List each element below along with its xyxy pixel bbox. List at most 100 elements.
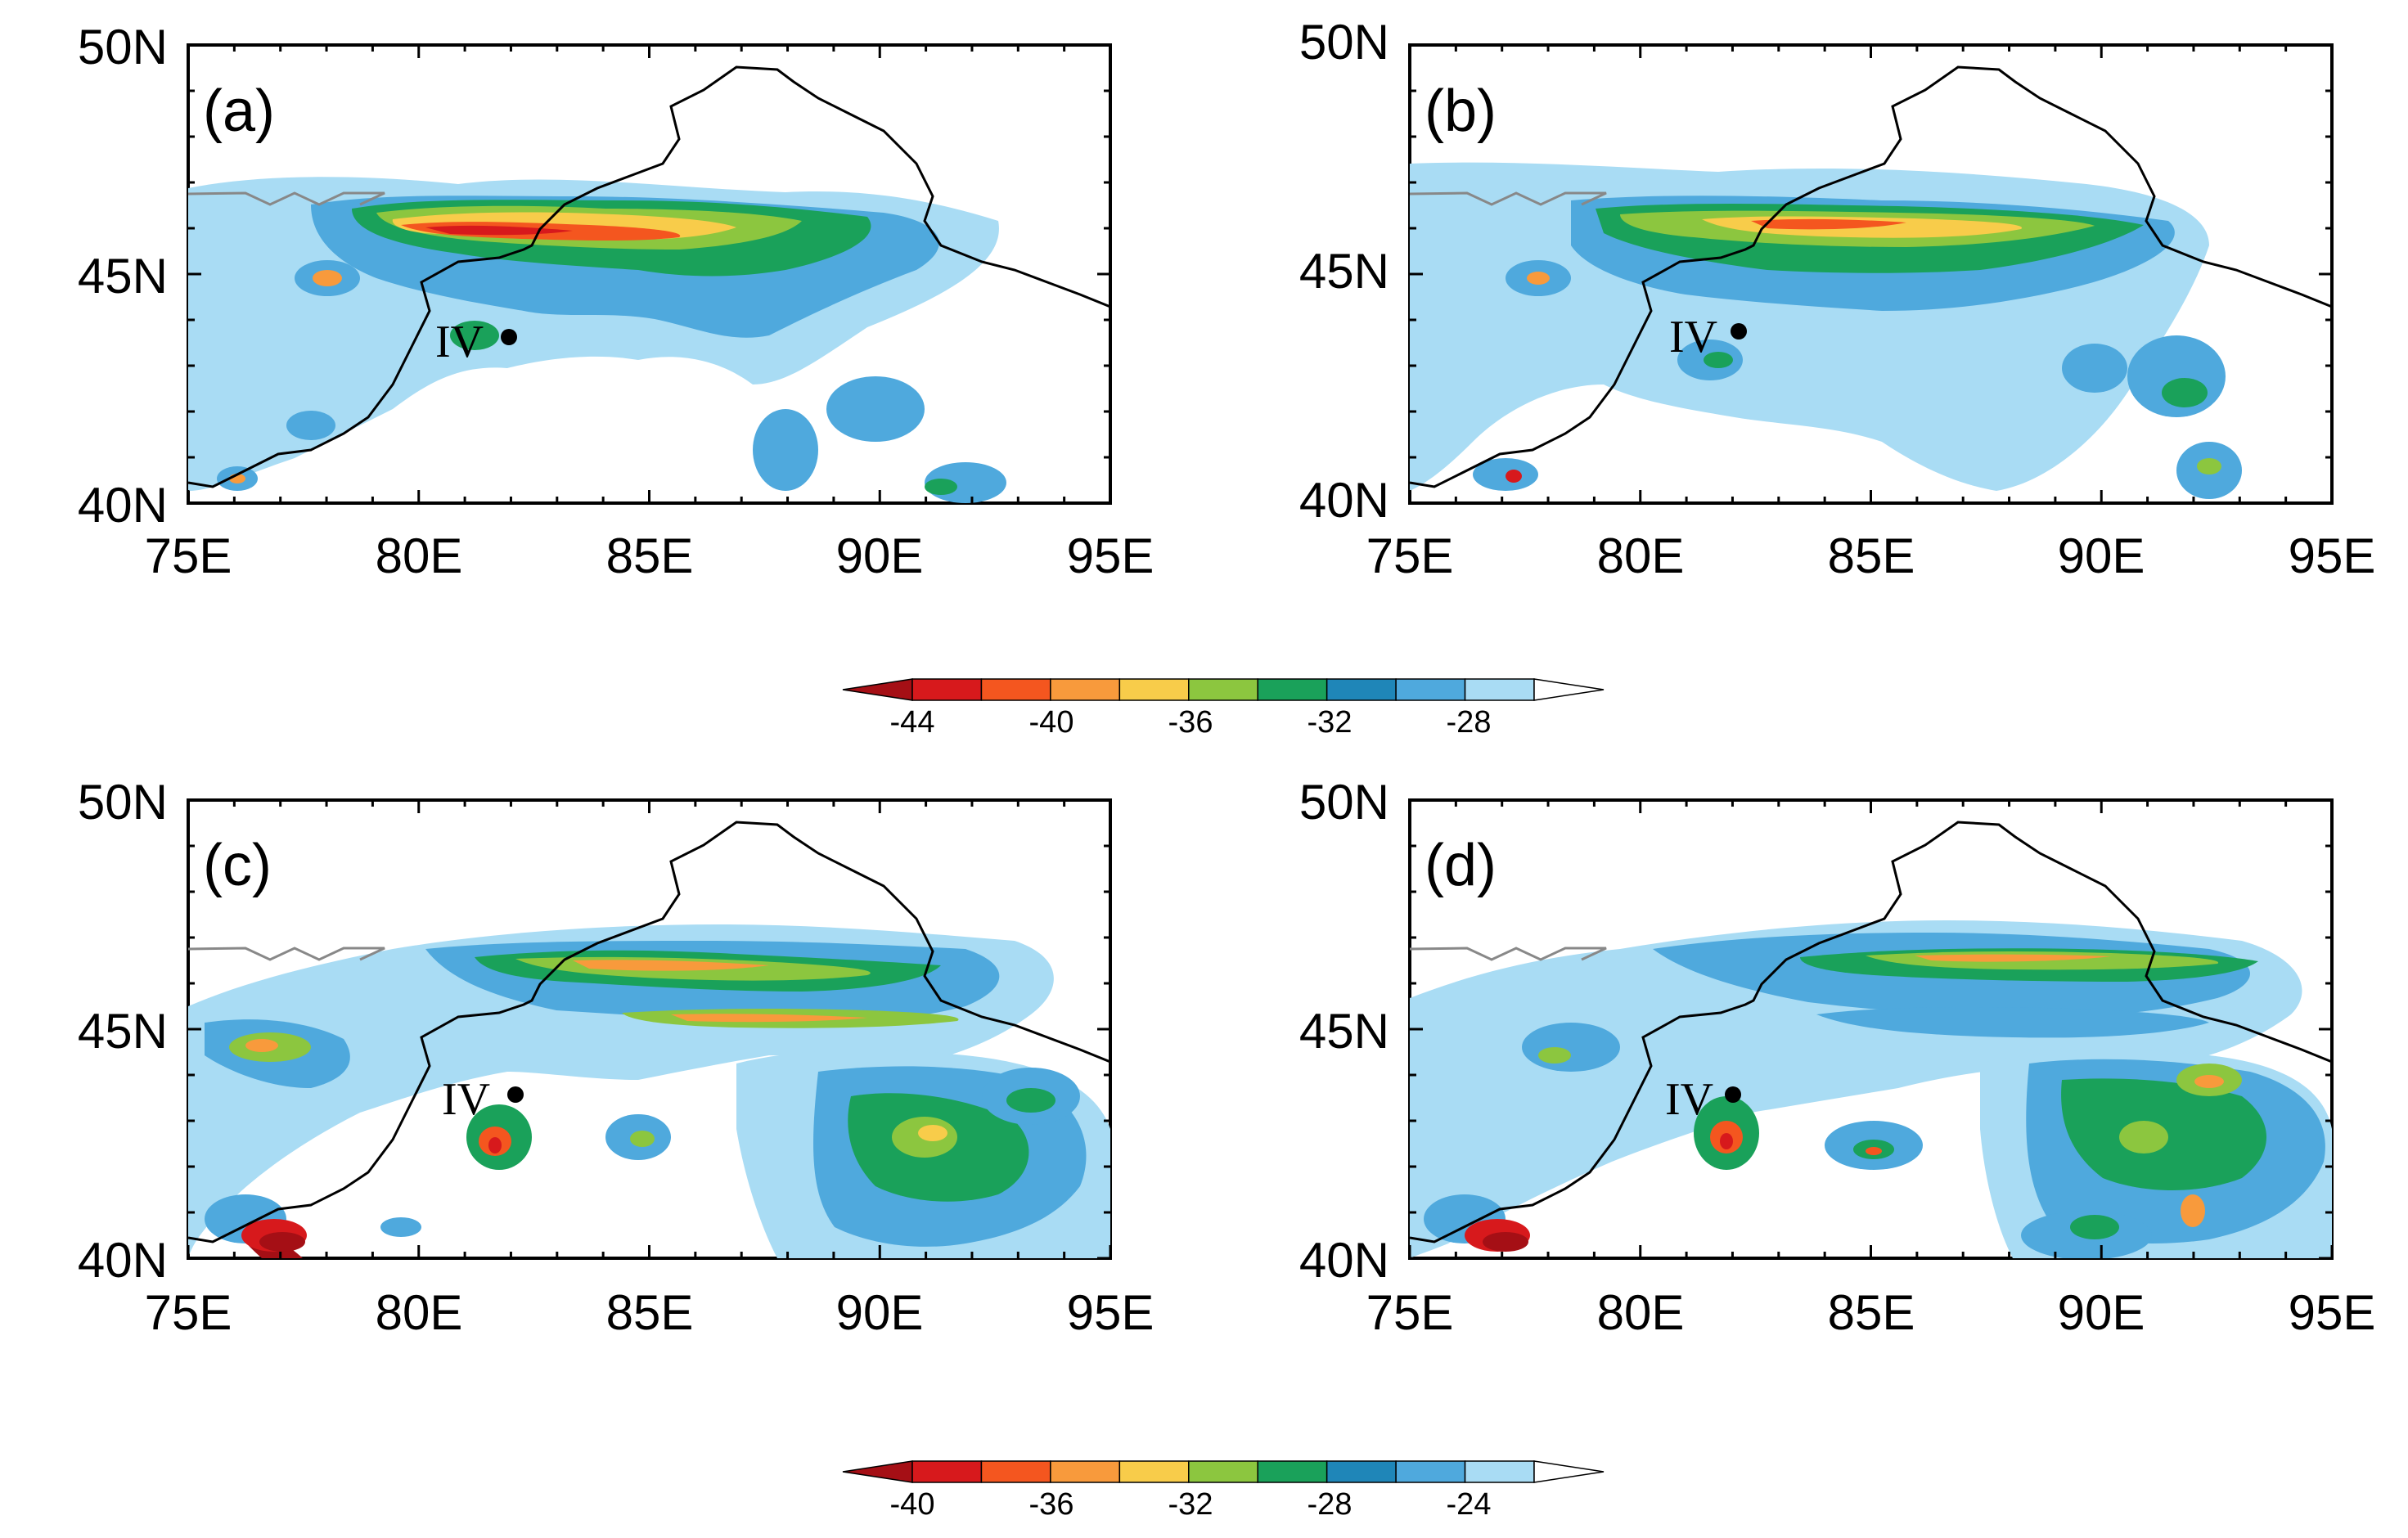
border-line-gray: [188, 947, 385, 961]
colorbar-tick-label: -28: [1447, 705, 1492, 740]
y-tick-label: 45N: [1299, 1004, 1389, 1059]
panel-label: (c): [203, 833, 272, 898]
x-tick-label: 80E: [376, 528, 463, 583]
panel-c: IV (c) 50N 45N 40N 75E 80E 85E 90E 95E: [78, 775, 1154, 1340]
border-line-gray: [1410, 947, 1607, 961]
colorbar-segment: [1326, 678, 1397, 701]
y-tick-label: 40N: [78, 478, 168, 533]
y-axis-labels: 50N 45N 40N: [78, 775, 168, 1288]
border-line-gray: [188, 191, 385, 206]
panel-b: IV (b) 50N 45N 40N 75E 80E 85E 90E 95E: [1299, 15, 2375, 583]
axis-ticks: [187, 43, 1112, 505]
precip-field: [1410, 162, 2242, 499]
x-tick-label: 75E: [145, 528, 232, 583]
x-tick-label: 95E: [2289, 528, 2376, 583]
panel-d: IV (d) 50N 45N 40N 75E 80E 85E 90E 95E: [1299, 775, 2375, 1340]
station-dot: [1731, 323, 1747, 340]
y-tick-label: 40N: [1299, 1233, 1389, 1288]
x-tick-label: 85E: [1828, 528, 1915, 583]
x-tick-label: 80E: [376, 1285, 463, 1340]
y-tick-label: 40N: [78, 1233, 168, 1288]
colorbar-segment: [980, 1460, 1051, 1483]
x-tick-label: 80E: [1597, 1285, 1685, 1340]
border-line-gray: [1410, 191, 1607, 206]
y-tick-label: 50N: [78, 20, 168, 74]
colorbar-end-cap: [842, 678, 913, 701]
colorbar-end-cap: [842, 1460, 913, 1483]
colorbar-tick-label: -32: [1308, 705, 1353, 740]
y-axis-labels: 50N 45N 40N: [78, 20, 168, 533]
y-tick-label: 50N: [78, 775, 168, 830]
x-axis-labels: 75E 80E 85E 90E 95E: [1366, 528, 2376, 583]
boundary-lines: [188, 65, 1110, 488]
axis-ticks: [1408, 798, 2334, 1260]
panel-label: (d): [1425, 833, 1497, 898]
x-tick-label: 85E: [606, 1285, 694, 1340]
station-label: IV: [435, 317, 484, 367]
station-marker: IV: [1665, 1074, 1741, 1125]
colorbar-tick-label: -36: [1168, 705, 1213, 740]
axis-ticks: [1408, 43, 2334, 505]
x-tick-label: 90E: [2058, 528, 2145, 583]
y-tick-label: 40N: [1299, 473, 1389, 528]
x-axis-labels: 75E 80E 85E 90E 95E: [145, 528, 1154, 583]
station-label: IV: [1665, 1074, 1713, 1125]
colorbar-segments: [842, 1460, 1605, 1483]
y-tick-label: 45N: [1299, 244, 1389, 299]
colorbar-segment: [1118, 1460, 1190, 1483]
colorbar-segment: [1188, 678, 1258, 701]
x-axis-labels: 75E 80E 85E 90E 95E: [1366, 1285, 2376, 1340]
x-tick-label: 85E: [606, 528, 694, 583]
colorbar-segment: [1257, 1460, 1328, 1483]
y-tick-label: 50N: [1299, 15, 1389, 70]
station-marker: IV: [435, 317, 517, 367]
x-tick-label: 75E: [1366, 528, 1454, 583]
border-line-china: [1410, 821, 2332, 1243]
x-tick-label: 90E: [2058, 1285, 2145, 1340]
border-line-china: [1410, 65, 2332, 488]
colorbar-tick-label: -36: [1029, 1487, 1074, 1522]
x-tick-label: 95E: [1067, 1285, 1154, 1340]
boundary-lines: [188, 821, 1110, 1243]
x-tick-label: 95E: [1067, 528, 1154, 583]
y-tick-label: 45N: [78, 1004, 168, 1059]
colorbar-tick-label: -24: [1447, 1487, 1492, 1522]
x-axis-labels: 75E 80E 85E 90E 95E: [145, 1285, 1154, 1340]
precip-field: [1410, 920, 2332, 1258]
precip-field: [188, 924, 1110, 1258]
panel-a: IV (a) 50N 45N 40N 75E 80E 85E 90E 95E: [78, 20, 1154, 583]
precip-field: [188, 177, 1006, 503]
colorbar-segment: [1395, 1460, 1466, 1483]
x-tick-label: 95E: [2289, 1285, 2376, 1340]
colorbar-segment: [911, 678, 983, 701]
colorbar-end-cap: [1533, 1460, 1605, 1483]
y-tick-label: 45N: [78, 249, 168, 304]
boundary-lines: [1410, 821, 2332, 1243]
station-label: IV: [442, 1074, 490, 1125]
x-tick-label: 80E: [1597, 528, 1685, 583]
colorbar-tick-label: -28: [1308, 1487, 1353, 1522]
x-tick-label: 90E: [836, 1285, 924, 1340]
colorbar-top: -44 -40 -36 -32 -28: [842, 678, 1605, 740]
station-marker: IV: [442, 1074, 524, 1125]
colorbar-segment: [1257, 678, 1328, 701]
colorbar-tick-label: -40: [1029, 705, 1074, 740]
colorbar-end-cap: [1533, 678, 1605, 701]
axis-ticks: [187, 798, 1112, 1260]
colorbar-segment: [980, 678, 1051, 701]
station-label: IV: [1669, 312, 1717, 362]
y-axis-labels: 50N 45N 40N: [1299, 15, 1389, 528]
y-axis-labels: 50N 45N 40N: [1299, 775, 1389, 1288]
colorbar-tick-label: -44: [890, 705, 935, 740]
station-dot: [1725, 1086, 1741, 1103]
colorbar-tick-label: -40: [890, 1487, 935, 1522]
panel-label: (a): [203, 79, 275, 144]
colorbar-segment: [1464, 678, 1535, 701]
colorbar-segment: [1326, 1460, 1397, 1483]
x-tick-label: 75E: [145, 1285, 232, 1340]
colorbar-segment: [1050, 678, 1121, 701]
x-tick-label: 90E: [836, 528, 924, 583]
colorbar-segment: [1188, 1460, 1258, 1483]
y-tick-label: 50N: [1299, 775, 1389, 830]
